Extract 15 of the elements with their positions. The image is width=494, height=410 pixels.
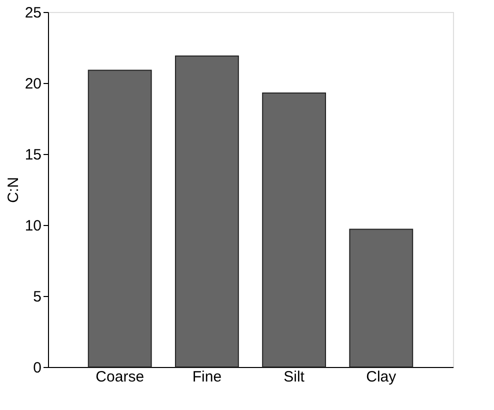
y-tick-label: 25 [24, 4, 42, 22]
y-tick-label: 10 [24, 218, 42, 234]
y-tick-label: 15 [24, 146, 42, 164]
y-tick-label: 5 [33, 288, 42, 306]
bar [174, 56, 239, 368]
y-tick-label: 0 [33, 360, 42, 376]
bar [88, 70, 152, 368]
x-tick-label: Fine [192, 368, 222, 386]
x-tick-label: Silt [284, 368, 306, 386]
y-axis-title: C:N [4, 177, 22, 203]
bar [262, 92, 326, 368]
x-tick-label: Coarse [96, 368, 144, 386]
x-tick-label: Clay [366, 368, 397, 386]
y-tick-label: 20 [24, 76, 42, 92]
bar [349, 228, 414, 368]
